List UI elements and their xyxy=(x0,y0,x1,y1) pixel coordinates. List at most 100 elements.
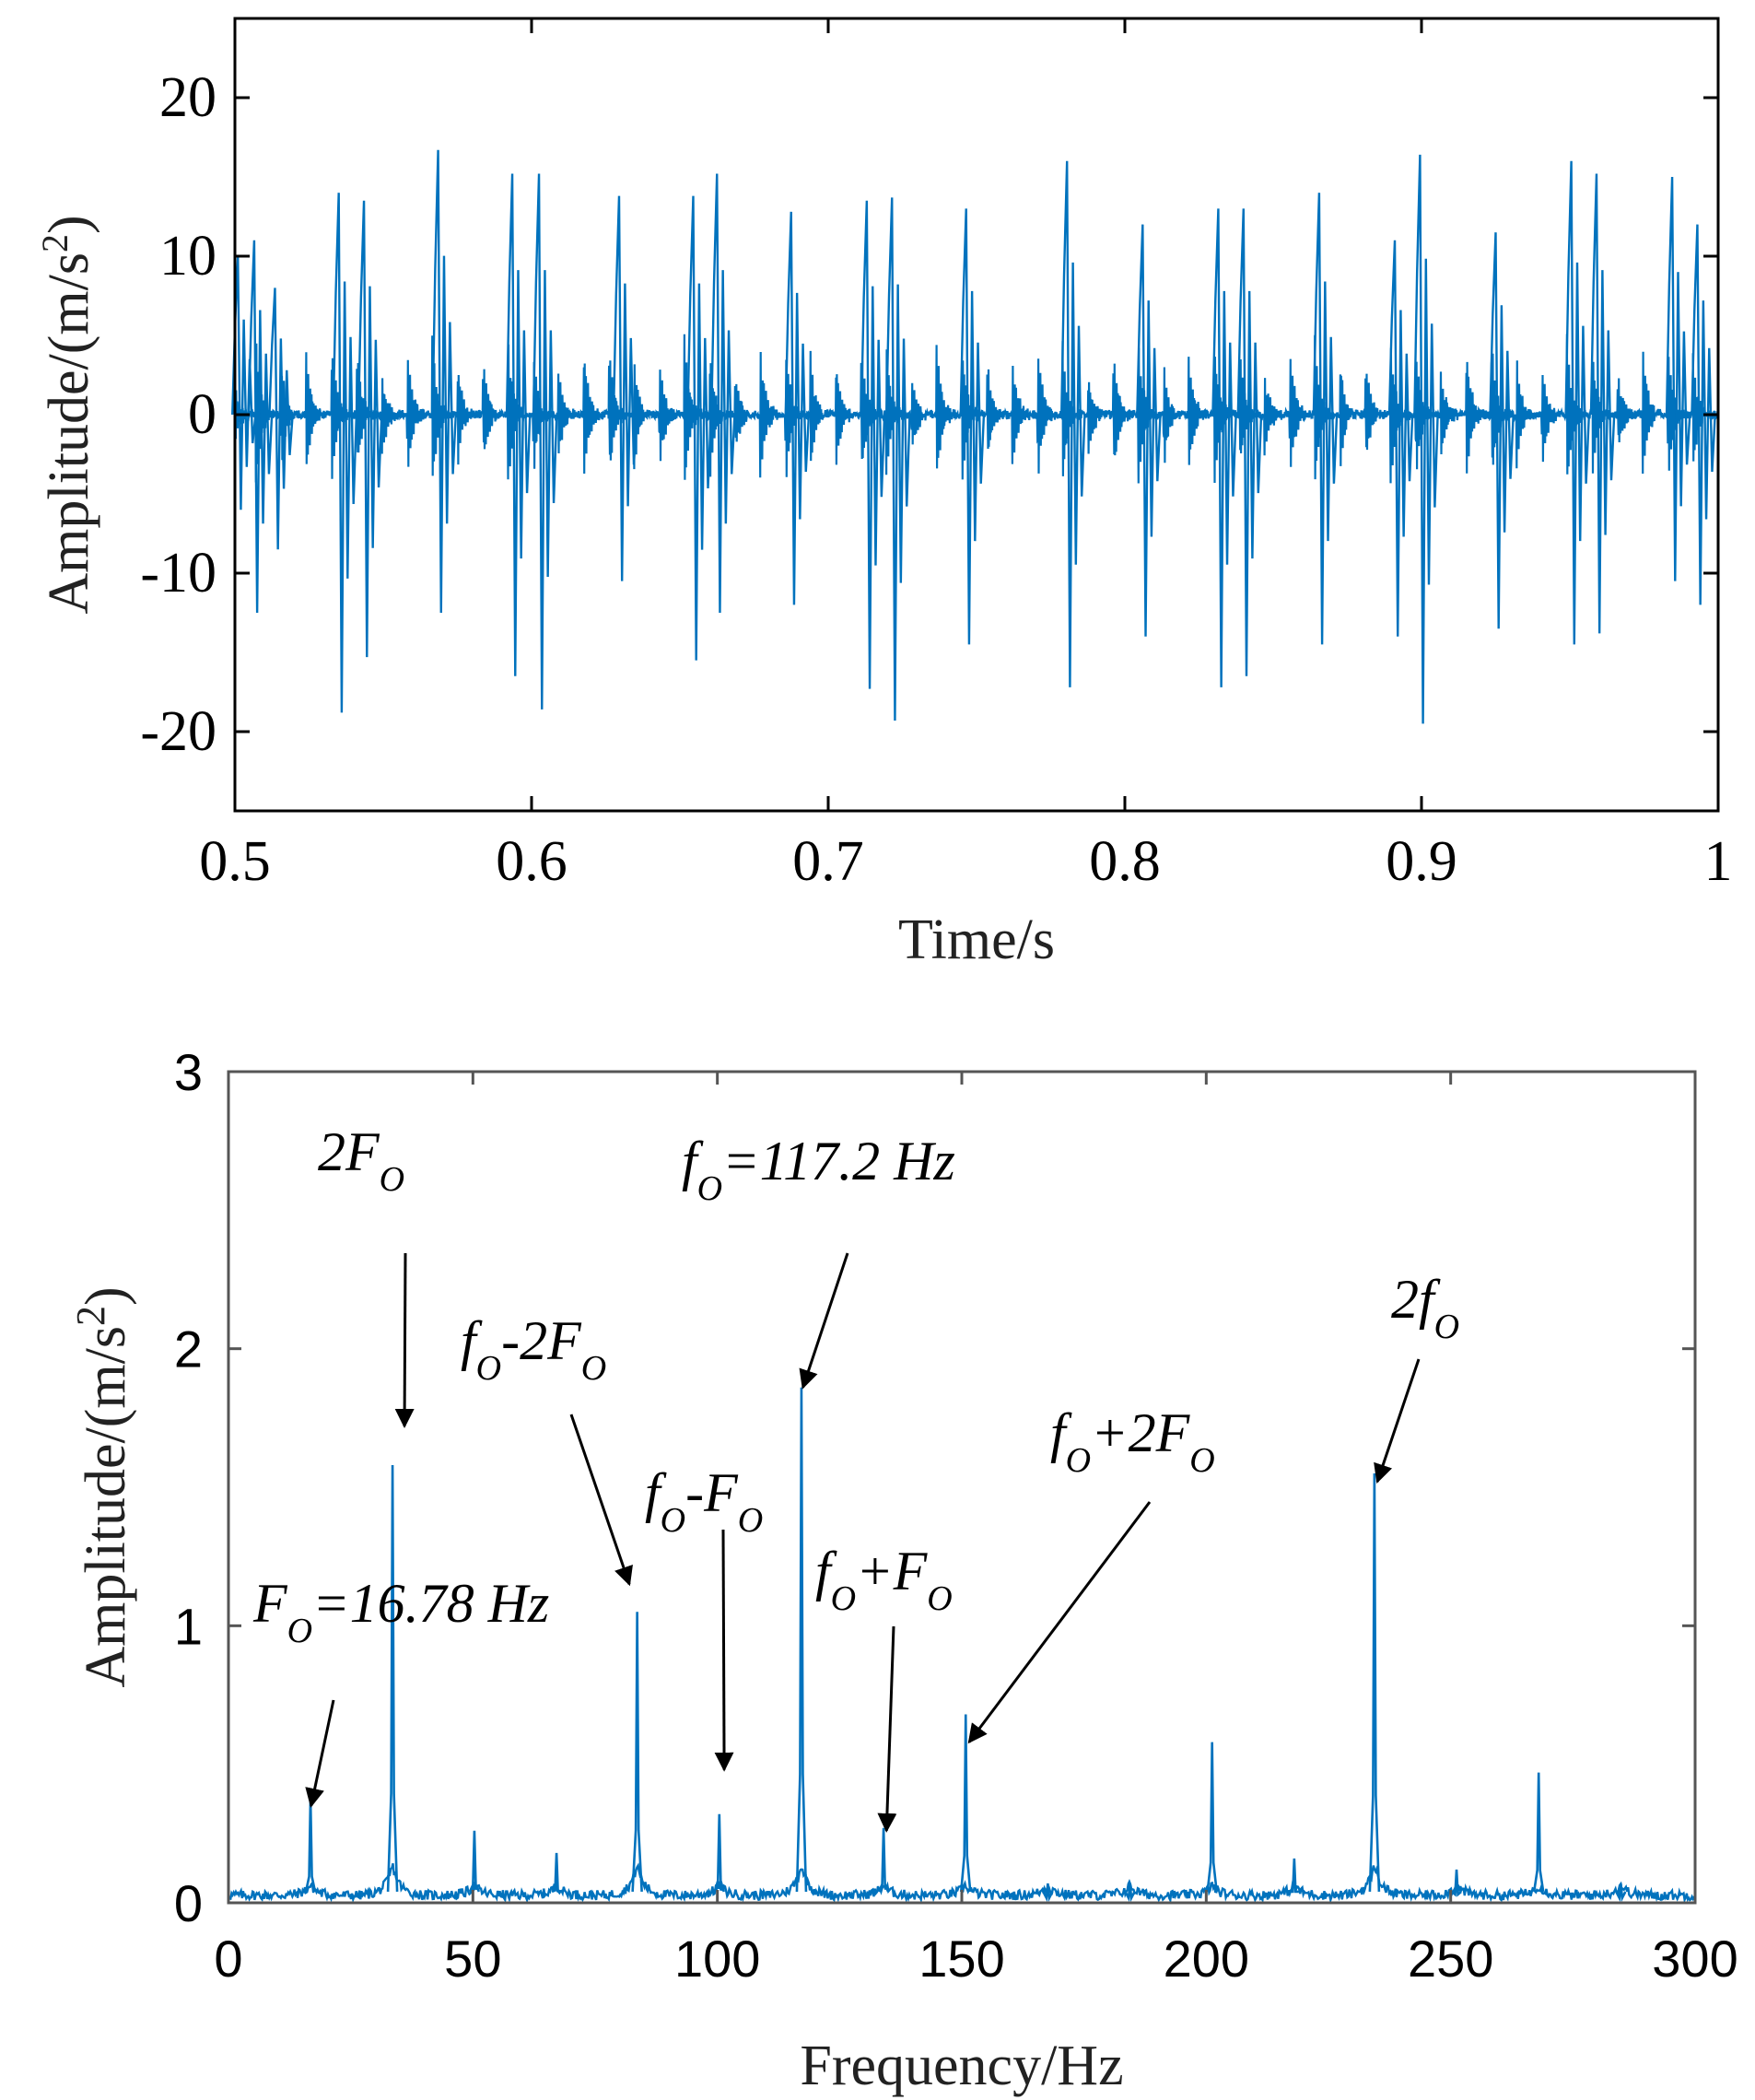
spectrum-peak-34 xyxy=(386,1464,399,1893)
spectrum-y-tick-label: 0 xyxy=(174,1874,203,1932)
spectrum-x-tick-labels: 0 50 100 150 200 250 300 xyxy=(214,1930,1737,1988)
time-y-tick-label: 10 xyxy=(159,225,216,287)
annotation-label-fo+2Fo: fO+2FO xyxy=(1050,1402,1215,1480)
annotation-2fo: 2fO xyxy=(1374,1269,1459,1484)
spectrum-plot-frame xyxy=(227,1070,1697,1905)
spectrum-peak-50 xyxy=(468,1830,481,1893)
annotation-label-Fo: FO=16.78 Hz xyxy=(252,1573,549,1650)
spectrum-peak-234 xyxy=(1368,1472,1381,1893)
time-peak-event-17 xyxy=(1211,208,1237,687)
time-peak-event-23 xyxy=(1564,160,1591,645)
spectrum-peak-84 xyxy=(631,1612,643,1893)
spectrum-peak-268 xyxy=(1532,1772,1545,1893)
time-peak-event-1 xyxy=(247,240,274,614)
spectrum-x-tick-label: 100 xyxy=(674,1930,760,1988)
spectrum-x-tick-label: 250 xyxy=(1408,1930,1493,1988)
time-peak-event-21 xyxy=(1413,154,1439,724)
time-peak-event-20 xyxy=(1387,240,1414,637)
annotation-arrow-2Fo xyxy=(394,1252,415,1428)
spectrum-peak-285 xyxy=(1615,1883,1627,1903)
time-peak-event-2 xyxy=(268,287,294,550)
spectrum-peak-218 xyxy=(1289,1858,1299,1894)
spectrum-x-tick-label: 50 xyxy=(444,1930,501,1988)
spectrum-peak-67 xyxy=(551,1852,562,1894)
spectrum-axis-ticks xyxy=(227,1070,1697,1905)
time-peak-event-6 xyxy=(505,173,532,676)
annotation-label-fo-2Fo: fO-2FO xyxy=(461,1310,606,1388)
time-x-tick-labels: 0.5 0.6 0.7 0.8 0.9 1 xyxy=(199,830,1732,893)
spectrum-y-tick-labels: 0 1 2 3 xyxy=(174,1043,203,1932)
time-peak-event-26 xyxy=(1691,224,1716,605)
time-x-tick-label: 0.6 xyxy=(496,830,567,893)
spectrum-x-tick-label: 300 xyxy=(1652,1930,1737,1988)
time-x-tick-label: 1 xyxy=(1704,830,1733,893)
time-waveform-series xyxy=(231,149,1720,724)
annotation-label-fo+Fo: fO+FO xyxy=(815,1541,953,1618)
time-x-tick-label: 0.7 xyxy=(792,830,864,893)
spectrum-series xyxy=(228,1387,1696,1905)
annotation-arrow-fo-2Fo xyxy=(569,1414,633,1587)
time-peak-event-24 xyxy=(1589,173,1616,634)
time-y-tick-label: 20 xyxy=(159,66,216,129)
time-peak-event-16 xyxy=(1136,224,1162,637)
time-peak-event-9 xyxy=(686,195,712,661)
spectrum-x-tick-label: 0 xyxy=(214,1930,242,1988)
time-peak-event-11 xyxy=(784,211,811,605)
annotation-arrow-fo xyxy=(799,1252,849,1390)
annotation-arrow-2fo xyxy=(1374,1358,1421,1484)
annotation-fo+2Fo: fO+2FO xyxy=(967,1402,1215,1744)
time-waveform-chart: 0.5 0.6 0.7 0.8 0.9 1 20 10 0 -10 -20 Time/s Ampl… xyxy=(34,17,1733,971)
time-y-tick-labels: 20 10 0 -10 -20 xyxy=(140,66,216,763)
annotation-fo+Fo: fO+FO xyxy=(815,1541,953,1833)
time-peak-event-15 xyxy=(1060,160,1086,687)
spectrum-peak-134 xyxy=(877,1827,890,1893)
spectrum-y-tick-label: 1 xyxy=(174,1597,203,1655)
spectrum-y-axis-label: Amplitude/(m/s2) xyxy=(68,1286,137,1687)
time-peak-event-18 xyxy=(1236,208,1263,676)
time-peak-event-25 xyxy=(1665,176,1691,581)
annotation-arrow-fo-Fo xyxy=(714,1529,734,1772)
annotation-label-2fo: 2fO xyxy=(1391,1269,1459,1346)
annotation-arrow-Fo xyxy=(305,1699,335,1808)
spectrum-y-tick-label: 2 xyxy=(174,1320,203,1378)
annotation-arrow-fo+Fo xyxy=(877,1625,897,1833)
time-peak-event-22 xyxy=(1489,232,1515,629)
time-x-axis-label: Time/s xyxy=(898,909,1055,971)
time-y-tick-label: -10 xyxy=(140,542,216,604)
spectrum-x-tick-label: 150 xyxy=(918,1930,1004,1988)
annotation-arrow-fo+2Fo xyxy=(967,1501,1152,1744)
time-x-tick-label: 0.9 xyxy=(1386,830,1457,893)
time-peak-event-10 xyxy=(710,173,736,614)
spectrum-y-tick-label: 3 xyxy=(174,1043,203,1101)
spectrum-peak-168 xyxy=(1042,1883,1054,1903)
spectrum-peak-184 xyxy=(1124,1883,1136,1903)
annotation-label-fo-Fo: fO-FO xyxy=(645,1462,763,1540)
spectrum-peak-201 xyxy=(1206,1742,1218,1893)
annotation-label-2Fo: 2FO xyxy=(318,1121,404,1199)
time-x-tick-label: 0.8 xyxy=(1089,830,1161,893)
time-axis-ticks xyxy=(233,18,1720,811)
time-peak-event-19 xyxy=(1312,193,1339,645)
spectrum-x-axis-label: Frequency/Hz xyxy=(800,2035,1123,2097)
annotation-fo: fO=117.2 Hz xyxy=(682,1131,955,1390)
time-peak-event-5 xyxy=(431,149,457,614)
spectrum-peak-17 xyxy=(304,1797,317,1893)
spectrum-x-tick-label: 200 xyxy=(1164,1930,1249,1988)
annotation-Fo: FO=16.78 Hz xyxy=(252,1573,549,1808)
frequency-spectrum-chart: 0 50 100 150 200 250 300 0 1 2 3 Frequency/Hz Amp… xyxy=(68,1043,1738,2097)
annotation-fo-Fo: fO-FO xyxy=(645,1462,763,1772)
time-peak-event-7 xyxy=(532,173,558,710)
time-peak-event-14 xyxy=(959,208,986,645)
annotation-label-fo: fO=117.2 Hz xyxy=(682,1131,955,1208)
time-peak-event-8 xyxy=(612,195,638,581)
time-y-tick-label: 0 xyxy=(188,383,216,446)
time-x-tick-label: 0.5 xyxy=(199,830,271,893)
annotation-2Fo: 2FO xyxy=(318,1121,415,1428)
time-y-tick-label: -20 xyxy=(140,700,216,763)
time-peak-event-12 xyxy=(860,200,886,689)
spectrum-annotations: FO=16.78 Hz 2FO fO-2FO fO=117.2 Hz fO-FO fO+F… xyxy=(252,1121,1459,1833)
time-peak-event-4 xyxy=(357,200,383,658)
annotation-fo-2Fo: fO-2FO xyxy=(461,1310,633,1587)
spectrum-peak-151 xyxy=(959,1714,972,1893)
